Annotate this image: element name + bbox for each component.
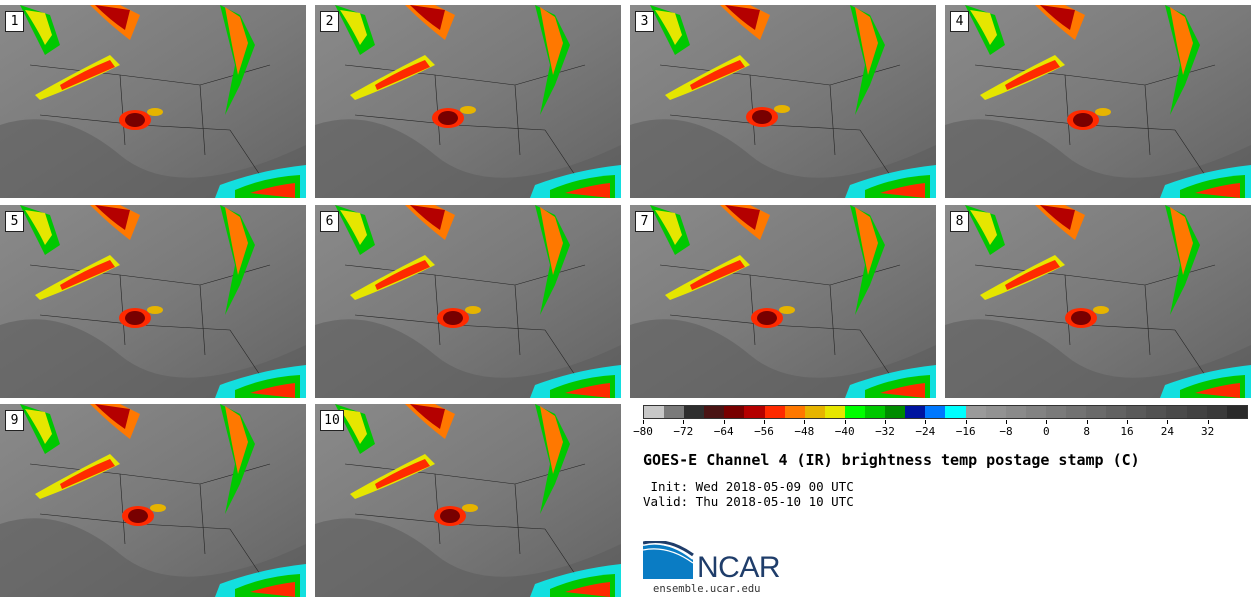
panel-number: 10 xyxy=(320,410,344,431)
colorbar-tick-label: −16 xyxy=(955,425,976,438)
ir-map xyxy=(315,205,621,398)
colorbar-tick xyxy=(885,420,886,424)
forecast-panel-3: 3 xyxy=(630,5,936,198)
colorbar xyxy=(643,405,1248,419)
colorbar-tick-label: −72 xyxy=(673,425,694,438)
colorbar-swatch xyxy=(1186,406,1207,418)
colorbar-tick xyxy=(1046,420,1048,424)
colorbar-tick xyxy=(1207,420,1209,424)
ir-map xyxy=(0,205,306,398)
ir-map xyxy=(0,5,306,198)
panel-number: 3 xyxy=(635,11,654,32)
colorbar-swatch xyxy=(925,406,946,418)
colorbar-swatch xyxy=(1045,406,1066,418)
valid-time: Valid: Thu 2018-05-10 10 UTC xyxy=(643,494,854,509)
panel-number: 1 xyxy=(5,11,24,32)
colorbar-swatch xyxy=(985,406,1006,418)
colorbar-swatch xyxy=(804,406,825,418)
colorbar-swatch xyxy=(865,406,886,418)
colorbar-tick xyxy=(643,420,644,424)
colorbar-tick-label: −80 xyxy=(633,425,653,438)
colorbar-swatch xyxy=(1126,406,1147,418)
colorbar-swatch xyxy=(684,406,705,418)
colorbar-swatch xyxy=(644,406,665,418)
colorbar-tick xyxy=(1127,420,1128,424)
colorbar-tick-label: −8 xyxy=(999,425,1013,438)
colorbar-tick-label: 0 xyxy=(1043,425,1050,438)
colorbar-swatch xyxy=(885,406,906,418)
ir-map xyxy=(315,5,621,198)
ir-map xyxy=(630,205,936,398)
colorbar-tick-label: −24 xyxy=(915,425,936,438)
forecast-panel-5: 5 xyxy=(0,205,306,398)
forecast-panel-10: 10 xyxy=(315,404,621,597)
colorbar-swatch xyxy=(664,406,685,418)
colorbar-swatch xyxy=(764,406,785,418)
colorbar-tick-label: −40 xyxy=(834,425,855,438)
panel-number: 7 xyxy=(635,211,654,232)
ir-map xyxy=(945,5,1251,198)
colorbar-swatch xyxy=(965,406,986,418)
colorbar-swatch xyxy=(1226,406,1247,418)
colorbar-swatch xyxy=(1106,406,1127,418)
colorbar-tick-label: −48 xyxy=(794,425,815,438)
colorbar-tick xyxy=(723,420,725,424)
forecast-panel-7: 7 xyxy=(630,205,936,398)
colorbar-tick xyxy=(925,420,927,424)
panel-number: 2 xyxy=(320,11,339,32)
colorbar-tick xyxy=(1086,420,1088,424)
panel-number: 5 xyxy=(5,211,24,232)
forecast-panel-4: 4 xyxy=(945,5,1251,198)
colorbar-swatch xyxy=(1005,406,1026,418)
colorbar-swatch xyxy=(844,406,866,418)
colorbar-tick-label: −64 xyxy=(713,425,734,438)
ir-map xyxy=(630,5,936,198)
colorbar-tick-label: 24 xyxy=(1160,425,1174,438)
colorbar-tick xyxy=(965,420,967,424)
colorbar-tick xyxy=(1006,420,1007,424)
ncar-logo-icon xyxy=(643,541,694,579)
colorbar-swatch xyxy=(724,406,745,418)
colorbar-swatch xyxy=(905,406,926,418)
forecast-panel-9: 9 xyxy=(0,404,306,597)
colorbar-tick xyxy=(683,420,685,424)
forecast-panel-8: 8 xyxy=(945,205,1251,398)
panel-number: 6 xyxy=(320,211,339,232)
panel-number: 9 xyxy=(5,410,24,431)
colorbar-swatch xyxy=(784,406,805,418)
forecast-panel-2: 2 xyxy=(315,5,621,198)
colorbar-tick xyxy=(764,420,765,424)
figure-title: GOES-E Channel 4 (IR) brightness temp po… xyxy=(643,451,1140,469)
colorbar-tick-label: −56 xyxy=(754,425,774,438)
colorbar-ticks: −80 −72 −64 −56 −48 −40 −32 −24 −16 −8 0 8 16 24 32 xyxy=(633,420,1248,442)
ir-map xyxy=(945,205,1251,398)
colorbar-tick-label: 8 xyxy=(1083,425,1090,438)
logo-url: ensemble.ucar.edu xyxy=(653,583,761,595)
init-time: Init: Wed 2018-05-09 00 UTC xyxy=(643,479,854,494)
colorbar-swatch xyxy=(1146,406,1167,418)
colorbar-swatch xyxy=(744,406,765,418)
colorbar-tick-label: 16 xyxy=(1120,425,1134,438)
colorbar-swatch xyxy=(704,406,725,418)
colorbar-swatch xyxy=(1166,406,1187,418)
colorbar-swatch xyxy=(1206,406,1227,418)
logo-wordmark: NCAR xyxy=(697,551,781,584)
colorbar-swatch xyxy=(824,406,845,418)
colorbar-swatch xyxy=(945,406,966,418)
colorbar-tick-label: 32 xyxy=(1201,425,1215,438)
colorbar-tick-label: −32 xyxy=(875,425,895,438)
colorbar-tick xyxy=(804,420,806,424)
colorbar-swatch xyxy=(1025,406,1046,418)
colorbar-tick xyxy=(1167,420,1169,424)
forecast-panel-1: 1 xyxy=(0,5,306,198)
panel-number: 8 xyxy=(950,211,969,232)
colorbar-swatch xyxy=(1065,406,1087,418)
forecast-panel-6: 6 xyxy=(315,205,621,398)
colorbar-swatch xyxy=(1086,406,1107,418)
panel-number: 4 xyxy=(950,11,969,32)
ir-map xyxy=(0,404,306,597)
ir-map xyxy=(315,404,621,597)
colorbar-tick xyxy=(844,420,846,424)
